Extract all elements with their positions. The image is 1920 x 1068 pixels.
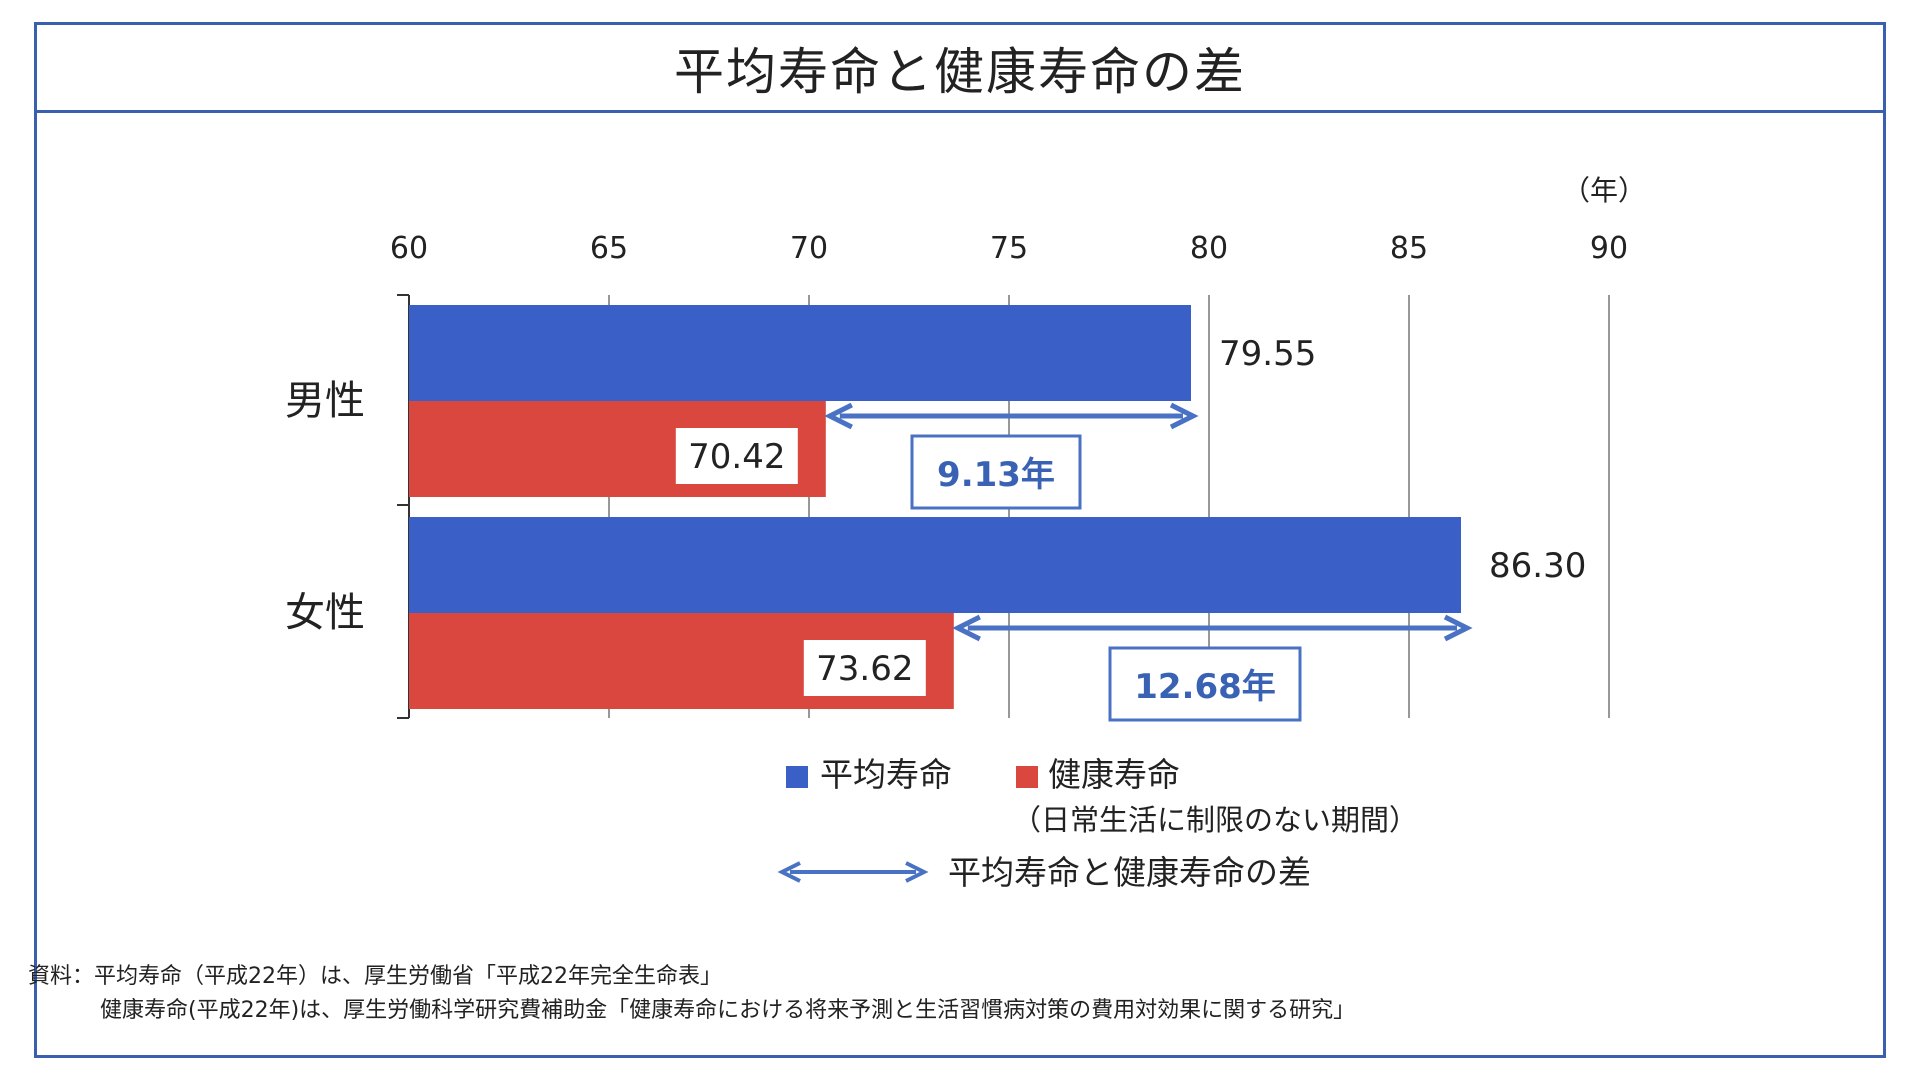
category-label: 女性 <box>285 590 365 636</box>
legend-healthy-note: （日常生活に制限のない期間） <box>1012 803 1418 837</box>
arrow-head-left <box>824 402 853 430</box>
legend-label-difference: 平均寿命と健康寿命の差 <box>948 853 1311 892</box>
legend-swatch-average <box>786 766 808 788</box>
difference-label: 12.68年 <box>1134 667 1276 707</box>
legend-arrow-head-left <box>777 861 801 883</box>
arrow-head-left <box>952 614 981 642</box>
unit-label: （年） <box>1562 174 1646 207</box>
x-tick-label: 65 <box>590 231 628 266</box>
x-tick-label: 80 <box>1190 231 1228 266</box>
source-note-1: 資料：平均寿命（平成22年）は、厚生労働省「平成22年完全生命表」 <box>28 964 722 989</box>
x-tick-label: 70 <box>790 231 828 266</box>
value-label-box <box>675 428 798 484</box>
x-tick-label: 90 <box>1590 231 1628 266</box>
value-label-box <box>803 640 926 696</box>
chart-title: 平均寿命と健康寿命の差 <box>37 25 1883 113</box>
arrow-head-right <box>1443 614 1473 642</box>
bar-average-life <box>409 305 1191 401</box>
legend-label-healthy: 健康寿命 <box>1048 755 1180 794</box>
x-tick-label: 75 <box>990 231 1028 266</box>
legend-label-average: 平均寿命 <box>820 755 952 794</box>
bar-average-life <box>409 517 1461 613</box>
x-tick-label: 60 <box>390 231 428 266</box>
legend-swatch-healthy <box>1016 766 1038 788</box>
difference-label: 9.13年 <box>937 455 1055 495</box>
value-label-healthy: 70.42 <box>688 437 785 477</box>
difference-box <box>910 434 1082 510</box>
arrow-head-right <box>1169 402 1199 430</box>
source-note-2: 健康寿命(平成22年)は、厚生労働科学研究費補助金「健康寿命における将来予測と生… <box>100 998 1356 1023</box>
value-label-average: 79.55 <box>1219 334 1316 374</box>
difference-box <box>1108 646 1302 722</box>
x-tick-label: 85 <box>1390 231 1428 266</box>
value-label-healthy: 73.62 <box>816 649 913 689</box>
value-label-average: 86.30 <box>1489 546 1586 586</box>
legend-arrow-head-right <box>905 861 929 883</box>
category-label: 男性 <box>285 378 365 424</box>
